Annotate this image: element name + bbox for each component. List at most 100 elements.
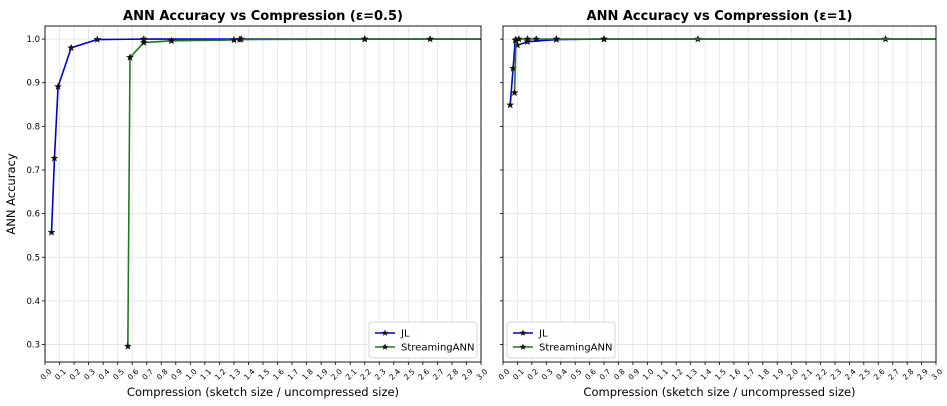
x-tick-label: 2.5 <box>402 367 417 382</box>
x-tick-label: 2.8 <box>901 367 916 382</box>
data-point <box>523 37 532 46</box>
x-tick-label: 1.8 <box>300 367 315 382</box>
x-tick-label: 1.1 <box>655 367 670 382</box>
x-tick-label: 0.1 <box>511 367 526 382</box>
x-tick-label: 0.4 <box>554 367 569 382</box>
chart-panel-2: 0.0 0.1 0.2 0.3 0.4 0.5 0.6 0.7 0.8 0.9 1.0 1.1 1.2 1… <box>497 9 945 399</box>
legend: JL StreamingANN <box>368 321 478 359</box>
x-tick-label: 2.6 <box>416 367 431 382</box>
x-tick-label: 1.3 <box>684 367 699 382</box>
x-tick-label: 2.2 <box>358 367 373 382</box>
x-tick-label: 1.0 <box>184 367 199 382</box>
y-tick-label: 0.7 <box>26 166 40 176</box>
data-point <box>523 34 532 43</box>
data-point <box>514 34 523 43</box>
data-point <box>532 34 541 43</box>
x-tick-label: 2.2 <box>814 367 829 382</box>
x-tick-label: 1.6 <box>271 367 286 382</box>
x-tick-label: 0.3 <box>82 367 97 382</box>
x-tick-label: 0.9 <box>626 367 641 382</box>
x-tick-label: 1.4 <box>242 367 257 382</box>
legend: JL StreamingANN <box>506 321 616 359</box>
x-tick-label: 1.7 <box>286 367 301 382</box>
x-axis-label: Compression (sketch size / uncompressed … <box>127 385 399 399</box>
chart-title: ANN Accuracy vs Compression (ε=0.5) <box>123 9 403 24</box>
x-tick-label: 0.4 <box>97 367 112 382</box>
data-point <box>506 100 515 109</box>
x-tick-label: 2.7 <box>431 367 446 382</box>
x-tick-label: 0.0 <box>497 367 512 382</box>
legend-marker <box>381 329 389 336</box>
x-tick-label: 1.0 <box>641 367 656 382</box>
x-tick-label: 0.5 <box>111 367 126 382</box>
x-tick-label: 2.8 <box>445 367 460 382</box>
legend-box <box>506 321 616 359</box>
x-tick-label: 1.1 <box>198 367 213 382</box>
x-tick-label: 2.5 <box>857 367 872 382</box>
y-tick-label: 0.3 <box>26 341 40 351</box>
data-point <box>93 35 102 43</box>
x-tick-label: 2.4 <box>843 367 858 382</box>
x-tick-label: 0.7 <box>140 367 155 382</box>
x-tick-label: 2.3 <box>373 367 388 382</box>
legend-label: StreamingANN <box>401 343 474 354</box>
x-tick-label: 2.9 <box>460 367 475 382</box>
x-tick-label: 1.9 <box>771 367 786 382</box>
x-tick-label: 2.3 <box>829 367 844 382</box>
x-tick-label: 0.2 <box>68 367 83 382</box>
plot-frame <box>502 25 937 363</box>
data-point <box>510 88 519 97</box>
x-tick-label: 1.5 <box>713 367 728 382</box>
x-tick-label: 0.2 <box>525 367 540 382</box>
data-point <box>67 43 76 52</box>
legend-box <box>368 321 478 359</box>
y-tick-label: 0.5 <box>26 253 40 263</box>
x-tick-label: 2.1 <box>344 367 359 382</box>
x-tick-label: 0.1 <box>53 367 68 382</box>
x-tick-label: 0.6 <box>126 367 141 382</box>
legend-label: StreamingANN <box>539 343 612 354</box>
data-point <box>54 82 63 91</box>
data-point <box>513 41 522 49</box>
x-tick-label: 0.9 <box>169 367 184 382</box>
x-tick-label: 3.0 <box>475 367 490 382</box>
y-tick-label: 0.8 <box>26 122 40 132</box>
x-tick-label: 1.3 <box>227 367 242 382</box>
legend-marker <box>519 329 527 336</box>
x-tick-label: 2.0 <box>785 367 800 382</box>
x-tick-label: 2.9 <box>915 367 930 382</box>
x-tick-label: 0.5 <box>569 367 584 382</box>
x-tick-label: 2.7 <box>886 367 901 382</box>
data-point <box>360 34 369 43</box>
x-tick-label: 0.0 <box>39 367 54 382</box>
legend-marker <box>519 343 527 350</box>
x-tick-label: 1.2 <box>670 367 685 382</box>
y-tick-label: 1.0 <box>26 35 40 45</box>
data-point <box>139 38 148 46</box>
x-tick-label: 2.1 <box>800 367 815 382</box>
y-axis-label: ANN Accuracy <box>4 153 18 234</box>
x-tick-label: 0.8 <box>612 367 627 382</box>
data-point <box>600 34 609 43</box>
x-tick-label: 0.7 <box>598 367 613 382</box>
data-point <box>123 342 132 350</box>
x-tick-label: 0.8 <box>155 367 170 382</box>
data-point <box>126 53 134 61</box>
x-tick-label: 1.5 <box>257 367 272 382</box>
data-point <box>47 228 56 236</box>
x-axis-label: Compression (sketch size / uncompressed … <box>583 385 855 399</box>
x-tick-label: 1.8 <box>756 367 771 382</box>
data-point <box>426 34 435 43</box>
x-tick-label: 1.2 <box>213 367 228 382</box>
chart-title: ANN Accuracy vs Compression (ε=1) <box>587 9 853 24</box>
legend-label: JL <box>538 329 548 340</box>
data-point <box>552 34 561 43</box>
y-tick-label: 0.6 <box>26 210 40 220</box>
legend-label: JL <box>400 329 410 340</box>
x-tick-label: 2.6 <box>872 367 887 382</box>
y-tick-label: 0.4 <box>26 297 40 307</box>
plot-frame <box>44 25 482 363</box>
x-tick-label: 0.6 <box>583 367 598 382</box>
x-tick-label: 2.0 <box>329 367 344 382</box>
